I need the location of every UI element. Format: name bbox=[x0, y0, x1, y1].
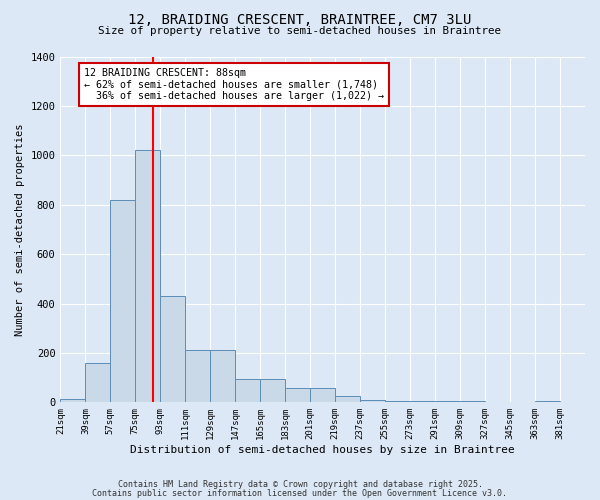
Bar bbox=[110, 200, 136, 402]
Bar bbox=[385, 401, 410, 402]
Y-axis label: Number of semi-detached properties: Number of semi-detached properties bbox=[15, 123, 25, 336]
Bar bbox=[235, 379, 260, 402]
Bar bbox=[335, 396, 360, 402]
Bar bbox=[410, 401, 435, 402]
Bar bbox=[435, 401, 460, 402]
Text: Contains HM Land Registry data © Crown copyright and database right 2025.: Contains HM Land Registry data © Crown c… bbox=[118, 480, 482, 489]
Bar bbox=[260, 379, 285, 402]
Bar bbox=[61, 398, 85, 402]
X-axis label: Distribution of semi-detached houses by size in Braintree: Distribution of semi-detached houses by … bbox=[130, 445, 515, 455]
Bar bbox=[185, 350, 210, 403]
Bar bbox=[360, 400, 385, 402]
Bar bbox=[85, 363, 110, 403]
Bar bbox=[136, 150, 160, 402]
Bar bbox=[160, 296, 185, 403]
Bar bbox=[210, 350, 235, 403]
Bar bbox=[310, 388, 335, 402]
Bar bbox=[460, 401, 485, 402]
Bar bbox=[535, 401, 560, 402]
Text: Contains public sector information licensed under the Open Government Licence v3: Contains public sector information licen… bbox=[92, 488, 508, 498]
Text: 12 BRAIDING CRESCENT: 88sqm
← 62% of semi-detached houses are smaller (1,748)
  : 12 BRAIDING CRESCENT: 88sqm ← 62% of sem… bbox=[84, 68, 384, 101]
Bar bbox=[285, 388, 310, 402]
Text: 12, BRAIDING CRESCENT, BRAINTREE, CM7 3LU: 12, BRAIDING CRESCENT, BRAINTREE, CM7 3L… bbox=[128, 12, 472, 26]
Text: Size of property relative to semi-detached houses in Braintree: Size of property relative to semi-detach… bbox=[98, 26, 502, 36]
